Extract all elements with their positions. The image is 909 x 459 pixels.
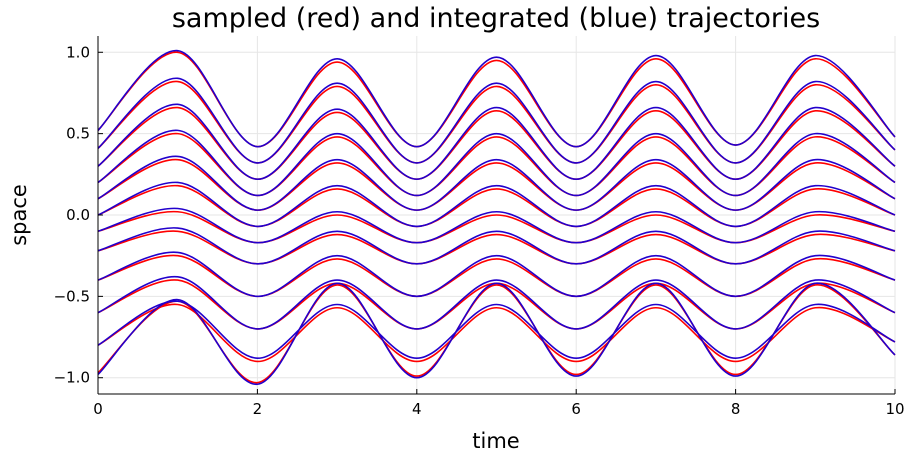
- trajectory-line-integrated: [97, 103, 896, 181]
- x-axis-label: time: [472, 429, 519, 453]
- x-tick-label: 6: [571, 400, 581, 418]
- y-tick-label: 1.0: [66, 43, 90, 61]
- trajectory-line-integrated: [97, 77, 896, 164]
- trajectory-line-integrated: [97, 282, 896, 386]
- y-tick-label: −0.5: [54, 287, 90, 305]
- trajectory-line-integrated: [97, 207, 896, 244]
- trajectory-line-sampled: [97, 303, 896, 363]
- trajectory-line-integrated: [97, 227, 896, 265]
- trajectory-line-integrated: [97, 276, 896, 330]
- trajectory-line-integrated: [97, 181, 896, 228]
- trajectory-line-integrated: [97, 251, 896, 298]
- y-tick-label: 0.5: [66, 125, 90, 143]
- trajectory-line-sampled: [97, 284, 896, 384]
- x-tick-label: 0: [93, 400, 103, 418]
- series-group: [97, 49, 896, 386]
- x-tick-label: 2: [253, 400, 263, 418]
- x-tick-label: 8: [731, 400, 741, 418]
- trajectory-line-integrated: [97, 129, 896, 197]
- x-tick-label: 10: [885, 400, 904, 418]
- trajectory-line-integrated: [97, 49, 896, 148]
- y-axis-label: space: [7, 184, 31, 246]
- trajectory-line-integrated: [97, 155, 896, 211]
- chart-title: sampled (red) and integrated (blue) traj…: [172, 3, 820, 34]
- trajectory-line-integrated: [97, 300, 896, 360]
- y-tick-label: −1.0: [54, 369, 90, 387]
- tick-labels: 0 2 4 6 8 10 −1.0 −0.5 0.0 0.5 1.0: [54, 43, 905, 418]
- x-tick-label: 4: [412, 400, 422, 418]
- y-tick-label: 0.0: [66, 206, 90, 224]
